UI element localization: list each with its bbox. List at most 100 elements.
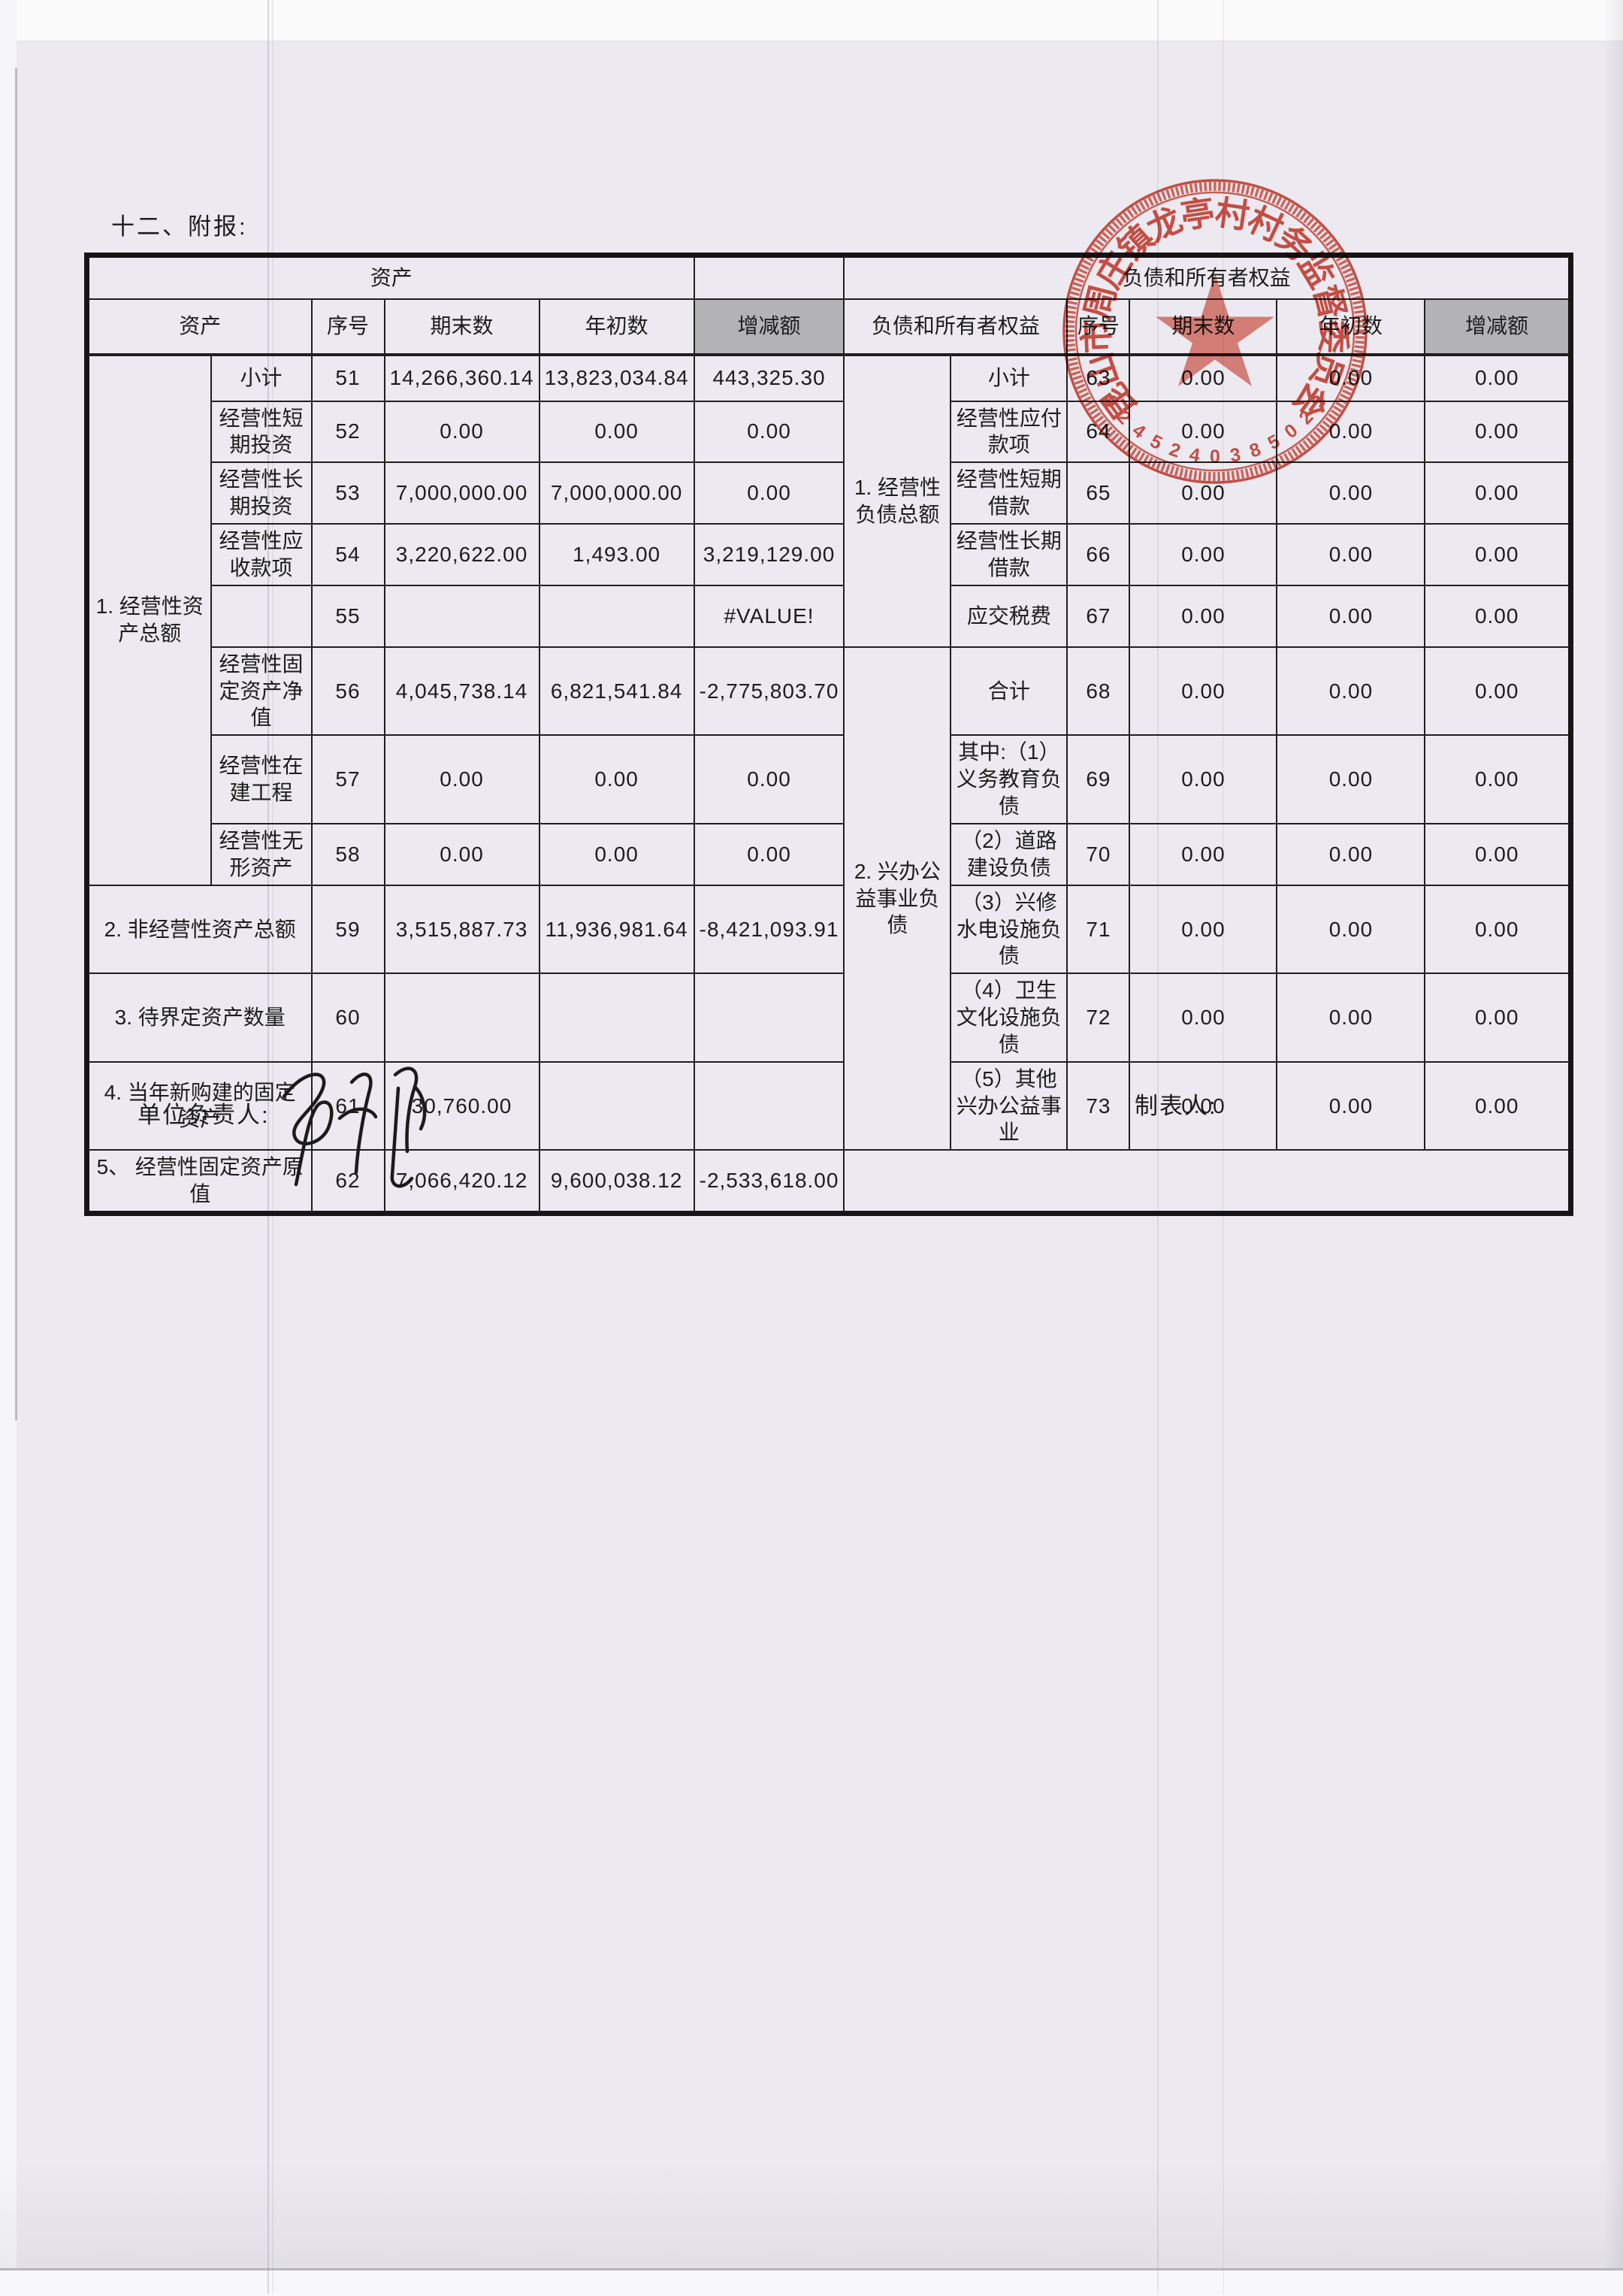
liability-row-69-label: 其中:（1）义务教育负债	[950, 734, 1068, 824]
liability-row-70-beginning: 0.00	[1276, 822, 1426, 886]
asset-row-56-label: 经营性固定资产净值	[210, 646, 313, 737]
scan-shadow-bottom	[0, 2157, 1623, 2268]
asset-row-62-change: -2,533,618.00	[693, 1149, 845, 1215]
liability-row-66-label: 经营性长期借款	[950, 522, 1068, 586]
table-header-row-2: 资产 序号 期末数 年初数 增减额 负债和所有者权益 序号 期末数 年初数 增减…	[86, 298, 1572, 356]
asset-row-57-label: 经营性在建工程	[210, 734, 313, 824]
liability-row-63-seq: 63	[1066, 353, 1131, 402]
asset-row-58-change: 0.00	[693, 822, 845, 886]
stamp-arc-char: 村	[1241, 199, 1289, 250]
liability-row-71-change: 0.00	[1424, 884, 1572, 975]
liability-row-67-label: 应交税费	[950, 584, 1068, 648]
liability-row-63-label: 小计	[950, 353, 1068, 402]
asset-row-53-change: 0.00	[693, 461, 845, 525]
liability-row-71-ending: 0.00	[1129, 884, 1278, 975]
ending-col-header: 期末数	[383, 298, 540, 356]
asset-row-53-beginning: 7,000,000.00	[538, 461, 695, 525]
asset-row-56-seq: 56	[310, 646, 385, 737]
liability-row-68-ending: 0.00	[1129, 646, 1278, 737]
liability-row-72-seq: 72	[1066, 973, 1131, 1063]
asset-row-54-beginning: 1,493.00	[538, 522, 695, 586]
asset-row-57-ending: 0.00	[383, 734, 540, 824]
liability-row-73-beginning: 0.00	[1276, 1060, 1426, 1151]
liability-row-66-ending: 0.00	[1129, 522, 1278, 586]
liability-row-70-ending: 0.00	[1129, 822, 1278, 886]
table-row: 3. 待界定资产数量 60 （4）卫生文化设施负债 72 0.00 0.00 0…	[86, 973, 1572, 1063]
asset-row-57-beginning: 0.00	[538, 734, 695, 824]
asset-row-54-ending: 3,220,622.00	[383, 522, 540, 586]
section-title: 十二、附报:	[111, 213, 248, 240]
change-col-header: 增减额	[1424, 298, 1572, 356]
table-row: 经营性短期投资 52 0.00 0.00 0.00 经营性应付款项 64 0.0…	[87, 400, 1572, 464]
liability-row-69-seq: 69	[1066, 734, 1131, 824]
liability-row-73-change: 0.00	[1424, 1060, 1572, 1151]
liability-row-68-seq: 68	[1066, 646, 1131, 737]
liability-row-70-label: （2）道路建设负债	[950, 822, 1068, 886]
asset-row-55-seq: 55	[310, 584, 385, 648]
liabilities-col-header: 负债和所有者权益	[843, 298, 1068, 356]
seq-col-header: 序号	[1066, 298, 1131, 356]
assets-col-header: 资产	[86, 298, 313, 356]
asset-row-54-seq: 54	[310, 522, 385, 586]
asset-row-61-beginning	[538, 1060, 695, 1151]
table-row: 经营性无形资产 58 0.00 0.00 0.00 （2）道路建设负债 70 0…	[87, 822, 1572, 886]
empty-bottom-right-cell	[843, 1149, 1572, 1215]
asset-row-61-label: 4. 当年新购建的固定资产	[86, 1060, 313, 1151]
liability-row-68-label: 合计	[950, 646, 1068, 737]
liability-row-64-label: 经营性应付款项	[950, 400, 1068, 464]
unit-head-label: 单位负责人:	[138, 1102, 270, 1128]
liability-row-73-ending: 0.00	[1129, 1060, 1278, 1151]
liability-row-65-change: 0.00	[1424, 461, 1572, 525]
liability-row-70-seq: 70	[1066, 822, 1131, 886]
scan-shadow-right	[1603, 0, 1623, 2294]
asset-row-53-ending: 7,000,000.00	[383, 461, 540, 525]
asset-row-61-change	[693, 1060, 845, 1151]
asset-row-62-label: 5、 经营性固定资产原值	[86, 1149, 313, 1215]
asset-row-52-ending: 0.00	[383, 400, 540, 464]
liability-row-66-seq: 66	[1066, 522, 1131, 586]
scan-edge-left	[0, 0, 17, 2294]
asset-row-59-label: 2. 非经营性资产总额	[86, 884, 313, 975]
asset-group-1-label: 1. 经营性资产总额	[86, 353, 212, 886]
asset-row-59-ending: 3,515,887.73	[383, 884, 540, 975]
asset-row-55-change: #VALUE!	[693, 584, 845, 648]
stamp-arc-char: 龙	[1141, 199, 1189, 250]
asset-row-53-label: 经营性长期投资	[210, 461, 313, 525]
liability-group-2-label: 2. 兴办公益事业负债	[843, 646, 952, 1151]
liability-row-70-change: 0.00	[1424, 822, 1572, 886]
liability-row-64-beginning: 0.00	[1276, 400, 1426, 464]
ending-col-header: 期末数	[1129, 298, 1278, 356]
asset-row-60-ending	[383, 973, 540, 1063]
asset-row-57-seq: 57	[310, 734, 385, 824]
liability-row-69-beginning: 0.00	[1276, 734, 1426, 824]
asset-row-51-label: 小计	[210, 353, 313, 402]
asset-row-55-beginning	[538, 584, 695, 648]
asset-row-56-ending: 4,045,738.14	[383, 646, 540, 737]
liability-row-73-label: （5）其他兴办公益事业	[950, 1060, 1068, 1151]
table-header-row-1: 资产 负债和所有者权益	[86, 254, 1572, 300]
table-row: 55 #VALUE! 应交税费 67 0.00 0.00 0.00	[87, 584, 1572, 648]
liability-row-72-change: 0.00	[1424, 973, 1572, 1063]
table-row: 2. 非经营性资产总额 59 3,515,887.73 11,936,981.6…	[86, 884, 1572, 975]
liability-row-71-label: （3）兴修水电设施负债	[950, 884, 1068, 975]
asset-row-52-label: 经营性短期投资	[210, 400, 313, 464]
asset-row-55-label	[210, 584, 313, 648]
liability-row-67-change: 0.00	[1424, 584, 1572, 648]
liability-row-65-ending: 0.00	[1129, 461, 1278, 525]
preparer-label: 制表人:	[1135, 1093, 1217, 1119]
stamp-arc-char: 村	[1213, 192, 1252, 236]
asset-row-51-seq: 51	[310, 353, 385, 402]
assets-section-header: 资产	[86, 254, 695, 300]
table-row: 经营性长期投资 53 7,000,000.00 7,000,000.00 0.0…	[87, 461, 1572, 525]
asset-row-59-change: -8,421,093.91	[693, 884, 845, 975]
scan-shadow-left	[15, 68, 17, 1420]
liability-row-67-beginning: 0.00	[1276, 584, 1426, 648]
liability-row-67-ending: 0.00	[1129, 584, 1278, 648]
liability-row-72-ending: 0.00	[1129, 973, 1278, 1063]
liability-row-71-beginning: 0.00	[1276, 884, 1426, 975]
paper-bottom-edge	[0, 2268, 1623, 2296]
asset-row-62-seq: 62	[310, 1149, 385, 1215]
liability-row-73-seq: 73	[1066, 1060, 1131, 1151]
table-row: 5、 经营性固定资产原值 62 7,066,420.12 9,600,038.1…	[86, 1149, 1572, 1215]
stamp-arc-char: 亭	[1177, 192, 1217, 236]
